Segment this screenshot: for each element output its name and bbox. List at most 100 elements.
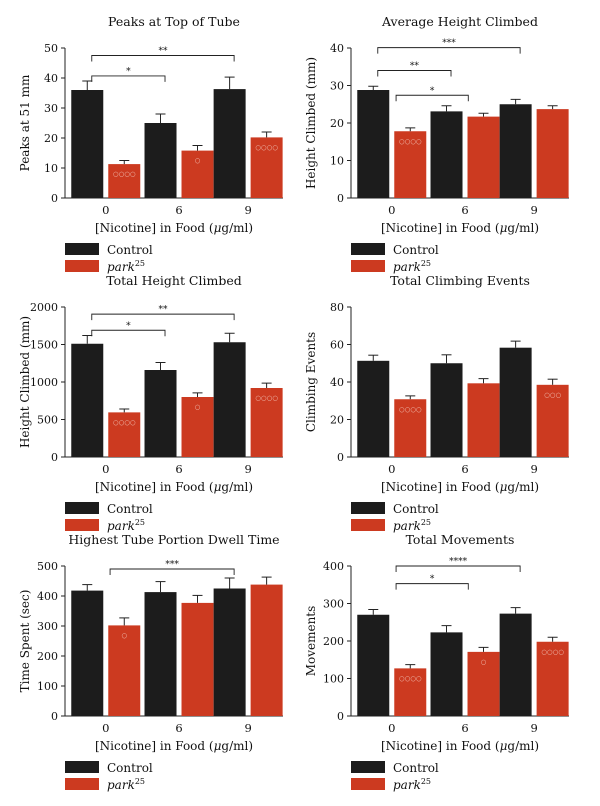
significance-stars: ** xyxy=(410,62,420,72)
x-axis-title-mu: μ xyxy=(214,480,222,494)
significance-stars: * xyxy=(430,86,435,96)
park25-bar xyxy=(394,668,427,716)
legend-swatch-park25 xyxy=(65,260,99,272)
y-tick-label: 400 xyxy=(37,590,58,603)
x-axis-title-prefix: [Nicotine] in Food ( xyxy=(381,221,500,235)
legend-swatch-control xyxy=(351,243,385,255)
y-tick-label: 40 xyxy=(330,376,344,389)
park25-bar xyxy=(536,384,569,457)
x-axis-title: [Nicotine] in Food (μg/ml) xyxy=(95,739,253,753)
legend-label-control: Control xyxy=(393,243,439,257)
significance-stars: ** xyxy=(158,305,168,315)
y-axis-label: Climbing Events xyxy=(304,332,318,432)
y-tick-label: 0 xyxy=(337,451,344,464)
park25-bar xyxy=(250,137,283,198)
significance-bracket xyxy=(91,75,166,82)
significance-stars: *** xyxy=(442,39,456,49)
y-tick-label: 20 xyxy=(44,132,58,145)
y-tick-label: 0 xyxy=(337,710,344,723)
legend-label-control: Control xyxy=(107,761,153,775)
park25-bar xyxy=(250,584,283,716)
x-axis-title-unit: g/ml) xyxy=(507,221,539,235)
x-axis-title-mu: μ xyxy=(214,221,222,235)
x-tick-label: 6 xyxy=(175,462,182,476)
significance-marker: ○○○○ xyxy=(113,170,136,178)
legend-park-superscript: 25 xyxy=(135,259,145,268)
significance-marker: ○○○○ xyxy=(255,143,278,151)
y-tick-label: 40 xyxy=(44,72,58,85)
x-axis-title: [Nicotine] in Food (μg/ml) xyxy=(381,739,539,753)
control-bar xyxy=(71,343,104,457)
legend-swatch-park25 xyxy=(65,519,99,531)
y-tick-label: 100 xyxy=(37,680,58,693)
x-axis-title-prefix: [Nicotine] in Food ( xyxy=(95,221,214,235)
chart-title: Total Movements xyxy=(406,532,515,547)
x-axis-title-prefix: [Nicotine] in Food ( xyxy=(95,480,214,494)
legend-swatch-control xyxy=(65,243,99,255)
x-tick-label: 0 xyxy=(388,203,395,217)
significance-marker: ○○○○ xyxy=(399,674,422,682)
legend-label-control: Control xyxy=(393,502,439,516)
legend-park-name: park xyxy=(393,260,421,274)
x-tick-label: 9 xyxy=(244,462,251,476)
legend-park-superscript: 25 xyxy=(135,777,145,786)
significance-marker: ○○○○ xyxy=(399,137,422,145)
significance-bracket xyxy=(377,70,452,77)
significance-stars: **** xyxy=(449,557,468,567)
control-bar xyxy=(357,90,390,198)
x-tick-label: 6 xyxy=(461,462,468,476)
legend-label-park25: park25 xyxy=(393,259,431,274)
x-axis-title-mu: μ xyxy=(214,739,222,753)
legend-park-superscript: 25 xyxy=(135,518,145,527)
control-bar xyxy=(71,90,104,198)
control-bar xyxy=(144,370,177,457)
y-tick-label: 0 xyxy=(51,192,58,205)
x-tick-label: 9 xyxy=(244,203,251,217)
control-bar xyxy=(144,592,177,716)
significance-bracket xyxy=(91,329,166,337)
y-tick-label: 300 xyxy=(323,598,344,611)
chart-title: Peaks at Top of Tube xyxy=(108,14,240,29)
x-axis-title-unit: g/ml) xyxy=(221,221,253,235)
legend-park-superscript: 25 xyxy=(421,259,431,268)
x-tick-label: 0 xyxy=(102,721,109,735)
y-tick-label: 30 xyxy=(330,80,344,93)
y-tick-label: 20 xyxy=(330,414,344,427)
x-axis-title-prefix: [Nicotine] in Food ( xyxy=(95,739,214,753)
significance-stars: * xyxy=(126,67,131,77)
y-tick-label: 10 xyxy=(44,162,58,175)
y-tick-label: 1500 xyxy=(30,339,58,352)
y-tick-label: 0 xyxy=(51,451,58,464)
control-bar xyxy=(499,104,532,198)
legend-park-name: park xyxy=(107,778,135,792)
control-bar xyxy=(71,590,104,716)
x-tick-label: 6 xyxy=(175,203,182,217)
x-tick-label: 0 xyxy=(102,462,109,476)
x-tick-label: 6 xyxy=(461,203,468,217)
chart-panel-1: Peaks at Top of Tube Peaks at 51 mm 0 10 20 3… xyxy=(18,14,283,274)
control-bar xyxy=(430,632,463,716)
park25-bar xyxy=(467,116,500,198)
x-axis-title: [Nicotine] in Food (μg/ml) xyxy=(381,221,539,235)
significance-bracket xyxy=(91,313,235,321)
legend-swatch-control xyxy=(351,502,385,514)
y-axis-label: Height Climbed (mm) xyxy=(304,57,318,189)
legend-label-control: Control xyxy=(107,243,153,257)
significance-bracket xyxy=(91,55,235,62)
y-tick-label: 0 xyxy=(51,710,58,723)
chart-title: Total Height Climbed xyxy=(106,273,242,288)
park25-bar xyxy=(467,383,500,457)
x-axis-title-unit: g/ml) xyxy=(221,480,253,494)
x-axis-title-mu: μ xyxy=(500,480,508,494)
significance-stars: *** xyxy=(165,560,179,570)
x-axis-title-prefix: [Nicotine] in Food ( xyxy=(381,739,500,753)
chart-title: Total Climbing Events xyxy=(390,273,530,288)
x-axis-title: [Nicotine] in Food (μg/ml) xyxy=(95,221,253,235)
park25-bar xyxy=(394,131,427,198)
chart-panel-6: Total MovementsMovements0100200300400○○○… xyxy=(304,532,569,792)
x-tick-label: 9 xyxy=(244,721,251,735)
y-tick-label: 2000 xyxy=(30,301,58,314)
significance-marker: ○○○○ xyxy=(399,405,422,413)
x-axis-title-unit: g/ml) xyxy=(221,739,253,753)
